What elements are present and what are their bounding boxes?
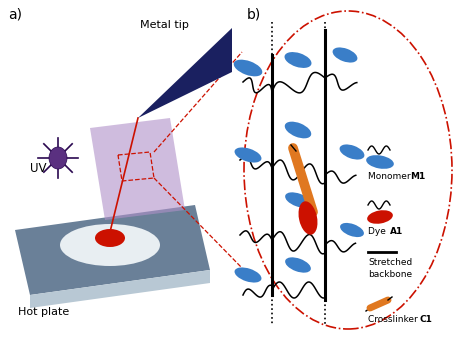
Text: M1: M1 — [410, 172, 425, 181]
Text: A1: A1 — [390, 227, 403, 236]
Ellipse shape — [285, 257, 311, 273]
Ellipse shape — [333, 48, 357, 62]
Text: Dye: Dye — [368, 227, 389, 236]
Ellipse shape — [60, 224, 160, 266]
Ellipse shape — [235, 147, 262, 163]
Text: Crosslinker: Crosslinker — [368, 315, 420, 324]
Text: b): b) — [247, 8, 261, 22]
Text: Stretched: Stretched — [368, 258, 412, 267]
Polygon shape — [90, 118, 185, 220]
Ellipse shape — [285, 192, 311, 208]
Polygon shape — [138, 28, 232, 118]
Text: Monomer: Monomer — [368, 172, 413, 181]
Ellipse shape — [49, 147, 67, 169]
Text: C1: C1 — [420, 315, 433, 324]
Text: a): a) — [8, 8, 22, 22]
Ellipse shape — [95, 229, 125, 247]
Polygon shape — [30, 270, 210, 308]
Ellipse shape — [284, 52, 311, 68]
Ellipse shape — [340, 223, 364, 237]
Text: Hot plate: Hot plate — [18, 307, 69, 317]
Ellipse shape — [235, 267, 262, 283]
Ellipse shape — [367, 210, 393, 224]
Polygon shape — [15, 205, 210, 295]
Text: UV: UV — [30, 162, 46, 175]
Ellipse shape — [339, 144, 365, 159]
Ellipse shape — [285, 122, 311, 138]
Text: Metal tip: Metal tip — [140, 20, 189, 30]
Ellipse shape — [366, 155, 394, 169]
Ellipse shape — [234, 60, 262, 76]
Text: backbone: backbone — [368, 270, 412, 279]
Ellipse shape — [299, 201, 318, 235]
